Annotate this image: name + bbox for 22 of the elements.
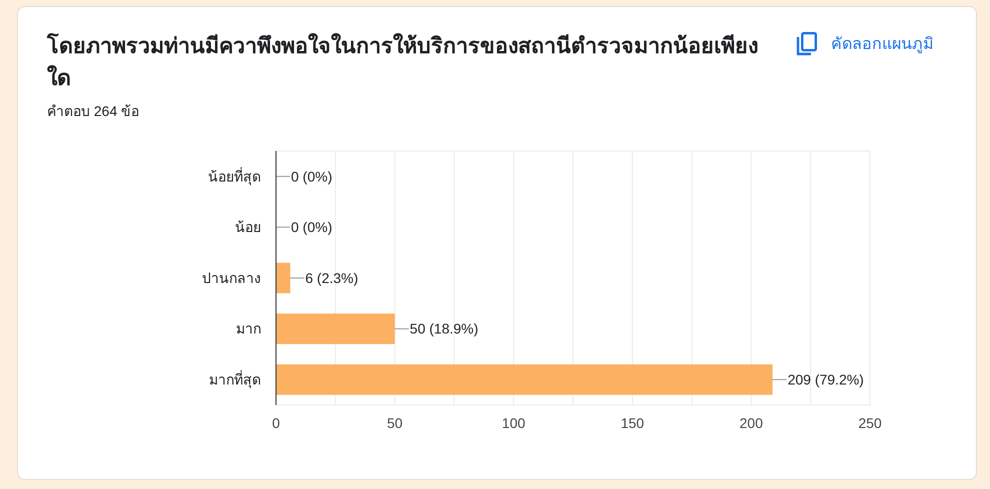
x-tick-label: 250 xyxy=(858,415,882,431)
data-label: 50 (18.9%) xyxy=(410,320,478,337)
x-tick-label: 150 xyxy=(620,415,644,431)
chart-title: โดยภาพรวมท่านมีควาพึงพอใจในการให้บริการของสถานีตำรวจมากน้อยเพียงใด xyxy=(47,32,759,92)
text: คำตอบ 264 ข้อ xyxy=(47,102,140,121)
text: คัดลอกแผนภูมิ xyxy=(831,35,934,56)
x-tick-label: 50 xyxy=(387,415,403,431)
y-tick-label: มาก xyxy=(236,320,261,337)
data-label: 6 (2.3%) xyxy=(305,270,358,286)
y-tick-label: ปานกลาง xyxy=(202,270,261,286)
data-label: 0 (0%) xyxy=(291,219,332,236)
data-label: 0 (0%) xyxy=(291,168,332,184)
bar xyxy=(276,262,290,294)
bar xyxy=(276,364,773,395)
y-tick-label: น้อยที่สุด xyxy=(208,167,261,186)
data-label: 209 (79.2%) xyxy=(788,372,864,388)
y-tick-label: น้อย xyxy=(235,219,261,236)
y-tick-label: มากที่สุด xyxy=(209,370,261,388)
x-tick-label: 0 xyxy=(272,415,280,431)
x-tick-label: 100 xyxy=(502,415,526,431)
x-tick-label: 200 xyxy=(740,415,764,431)
bar xyxy=(276,314,395,344)
